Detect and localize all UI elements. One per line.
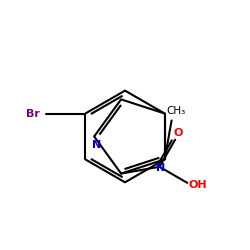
Text: CH₃: CH₃ bbox=[166, 106, 186, 116]
Text: OH: OH bbox=[188, 180, 207, 190]
Text: N: N bbox=[156, 163, 166, 173]
Text: O: O bbox=[173, 128, 182, 138]
Text: N: N bbox=[92, 140, 101, 150]
Text: Br: Br bbox=[26, 108, 40, 118]
